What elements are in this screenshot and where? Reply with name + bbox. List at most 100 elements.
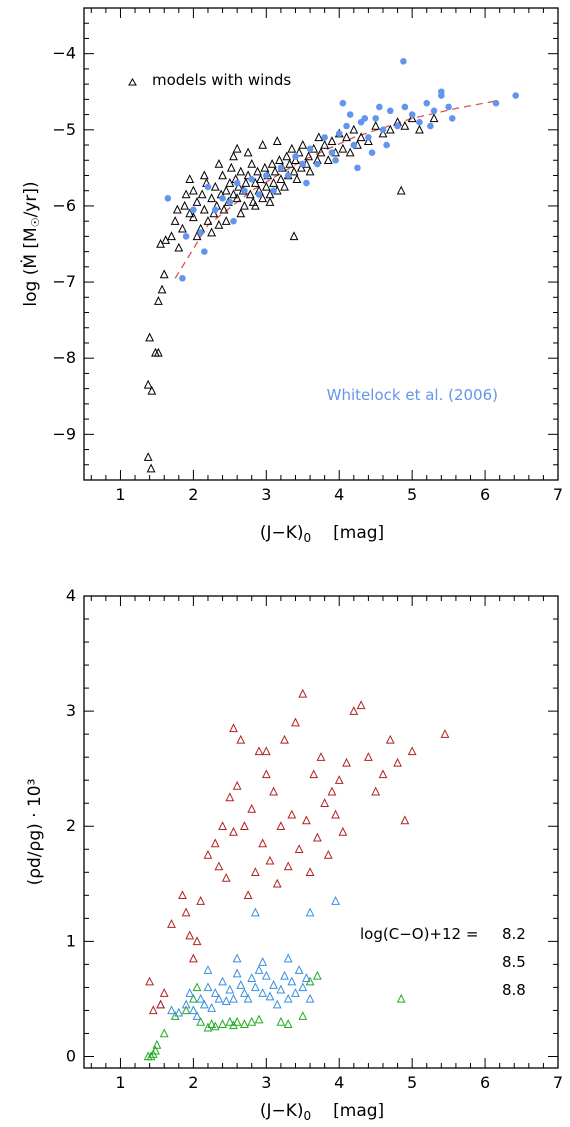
model-point [338, 143, 348, 153]
model-point [197, 189, 207, 199]
observation-point [430, 107, 438, 115]
point-8-5 [236, 980, 246, 989]
observation-point [361, 115, 369, 122]
model-point [292, 174, 302, 184]
model-point [236, 208, 246, 218]
observation-point [335, 130, 343, 137]
point-8-8 [327, 786, 337, 796]
observation-point [303, 179, 310, 187]
point-8-8 [356, 700, 366, 710]
y-tick-label: 1 [66, 931, 76, 950]
point-8-8 [334, 775, 344, 784]
point-8-5 [305, 993, 315, 1003]
point-8-8 [342, 757, 351, 767]
point-8-5 [269, 980, 279, 989]
point-8-8 [261, 746, 271, 756]
point-8-8 [210, 838, 220, 848]
model-point [305, 166, 315, 176]
model-point [371, 120, 381, 130]
observation-point [179, 274, 186, 282]
observation-point [201, 248, 208, 255]
point-8-8 [218, 821, 227, 830]
model-point [178, 223, 187, 233]
point-8-8 [229, 826, 238, 836]
point-8-2 [181, 1005, 191, 1015]
x-tick-label: 4 [334, 1073, 344, 1092]
point-8-5 [283, 993, 293, 1003]
model-point [167, 231, 176, 241]
y-tick-label: −8 [52, 348, 76, 367]
y-tick-label: −4 [52, 44, 76, 63]
observation-point [416, 118, 423, 126]
model-point [181, 189, 191, 199]
point-8-5 [298, 982, 308, 992]
point-8-8 [203, 849, 213, 859]
point-8-8 [407, 746, 417, 756]
model-point [241, 178, 251, 187]
models-series [143, 113, 439, 473]
point-8-8 [280, 734, 289, 744]
observation-point [423, 99, 431, 107]
point-8-8 [225, 792, 235, 802]
model-point [199, 170, 209, 180]
observation-point [306, 145, 314, 153]
model-point [192, 197, 202, 206]
point-8-8 [247, 803, 257, 813]
point-8-8 [283, 861, 293, 871]
model-point [214, 158, 224, 168]
model-point [143, 379, 153, 389]
model-point [378, 128, 388, 138]
model-point [157, 284, 167, 294]
point-8-5 [272, 999, 282, 1009]
point-8-8 [240, 821, 249, 830]
x-tick-label: 5 [407, 1073, 417, 1092]
point-8-5 [232, 953, 242, 963]
observation-point [332, 156, 339, 164]
observation-point [248, 175, 256, 183]
point-8-5 [291, 988, 300, 997]
legend-label: models with winds [152, 71, 291, 89]
point-8-5 [185, 988, 195, 997]
point-8-8 [287, 809, 297, 819]
model-point [245, 189, 255, 199]
observation-point [284, 172, 292, 179]
model-point [270, 166, 280, 176]
point-8-5 [203, 965, 213, 974]
point-8-2 [159, 1028, 169, 1038]
point-8-8 [185, 930, 195, 940]
model-point [250, 200, 260, 210]
model-point [265, 197, 275, 206]
y-tick-label: 3 [66, 701, 76, 720]
model-point [280, 181, 289, 191]
model-point [170, 216, 180, 225]
model-point [247, 158, 257, 168]
model-point [276, 174, 286, 184]
model-point [363, 136, 373, 145]
model-point [153, 296, 163, 305]
model-point [209, 208, 219, 218]
model-point [234, 181, 244, 191]
model-point [240, 200, 249, 210]
observation-point [270, 187, 277, 195]
point-8-5 [207, 1003, 217, 1012]
observation-point [204, 183, 212, 191]
point-8-2 [283, 1019, 293, 1028]
point-8-8 [145, 976, 155, 986]
observation-point [438, 88, 445, 96]
point-8-5 [331, 895, 340, 905]
x-tick-label: 3 [261, 1073, 271, 1092]
point-8-5 [287, 976, 297, 986]
point-8-5 [181, 999, 191, 1009]
observation-point [182, 233, 190, 240]
point-8-5 [240, 988, 249, 997]
model-point [304, 151, 314, 161]
point-8-8 [265, 855, 275, 865]
model-point [147, 385, 157, 395]
model-point [256, 174, 265, 184]
point-8-8 [229, 723, 238, 733]
point-8-8 [214, 861, 224, 871]
point-8-8 [305, 867, 315, 877]
model-point [203, 216, 213, 225]
annotation-whitelock: Whitelock et al. (2006) [327, 386, 498, 404]
model-point [289, 166, 299, 176]
